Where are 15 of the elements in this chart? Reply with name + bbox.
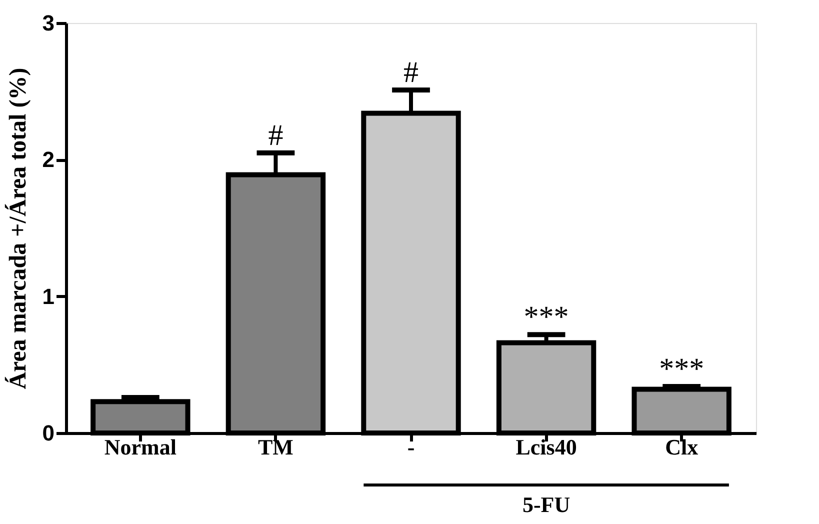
y-tick-label: 0: [42, 420, 54, 446]
text: 5-FU: [522, 492, 570, 517]
y-tick-label: 2: [42, 147, 54, 172]
x-tick-label: TM: [258, 434, 294, 460]
y-axis-title: Área marcada +/Área total (%): [4, 68, 32, 390]
annotation: #: [268, 118, 284, 152]
annotation: ***: [659, 352, 704, 386]
x-tick-label: Normal: [104, 434, 176, 460]
x-tick-label: -: [407, 434, 415, 460]
x-tick-label: Lcis40: [516, 434, 577, 460]
annotation: #: [404, 56, 418, 89]
y-tick-label: 3: [42, 10, 54, 36]
x-tick-label: Clx: [665, 434, 698, 460]
annotation: ***: [524, 300, 569, 334]
y-tick-label: 1: [42, 284, 54, 309]
